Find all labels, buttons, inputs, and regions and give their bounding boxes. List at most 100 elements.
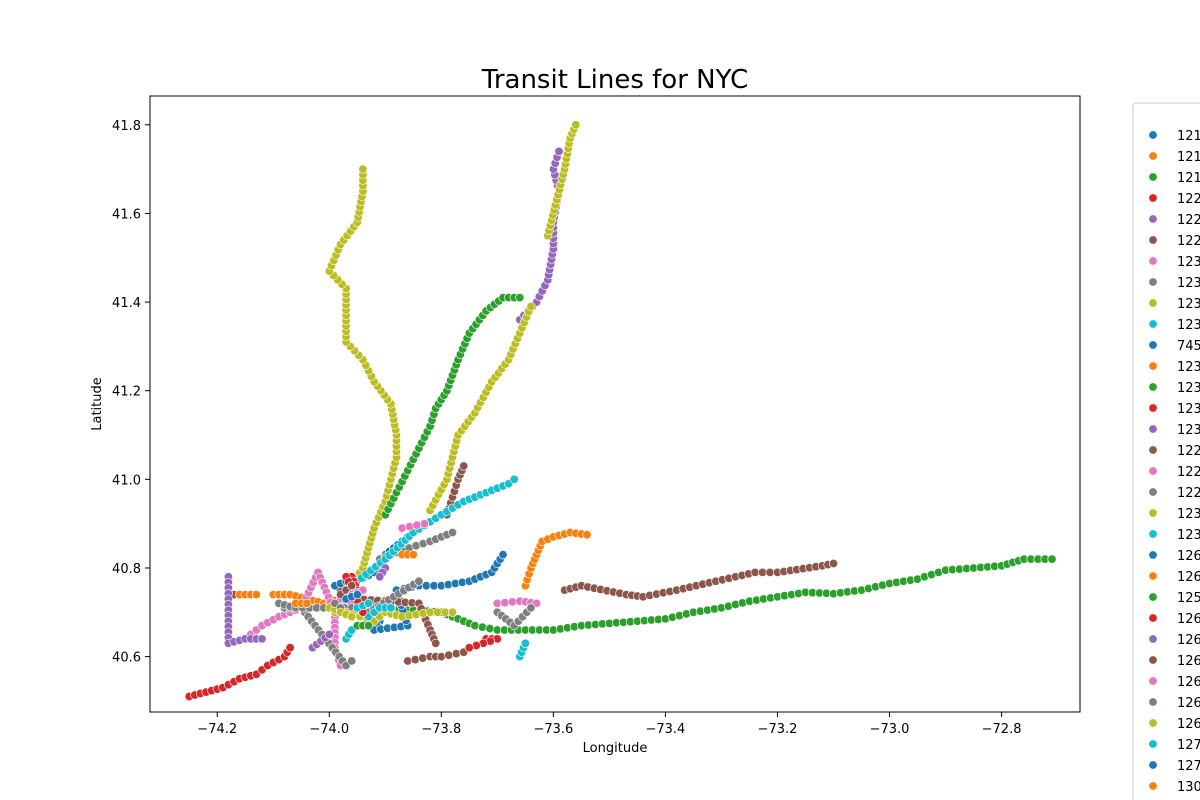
data-point-series-6: [500, 598, 510, 608]
legend-label: 123: [1177, 360, 1200, 375]
legend-marker: [1148, 571, 1158, 581]
x-tick-label: −72.8: [982, 722, 1022, 737]
legend-marker: [1148, 277, 1158, 287]
data-point-series-6: [507, 597, 517, 607]
data-point-series-9: [520, 638, 530, 648]
legend-label: 122: [1177, 465, 1200, 480]
data-point-series-2: [1047, 554, 1057, 564]
x-tick-label: −73.4: [645, 722, 685, 737]
data-point-series-10: [498, 550, 508, 560]
legend-marker: [1148, 214, 1158, 224]
legend-marker: [1148, 529, 1158, 539]
data-point-series-15: [757, 567, 767, 577]
legend-marker: [1148, 319, 1158, 329]
legend-frame: [1132, 102, 1200, 800]
data-point-series-12: [515, 293, 525, 303]
data-point-series-30: [352, 590, 362, 600]
x-tick-label: −73.0: [870, 722, 910, 737]
legend-label: 122: [1177, 213, 1200, 228]
legend-label: 123: [1177, 507, 1200, 522]
data-point-series-18: [433, 607, 443, 617]
legend-label: 126: [1177, 696, 1200, 711]
legend-label: 123: [1177, 423, 1200, 438]
legend-label: 123: [1177, 381, 1200, 396]
legend-label: 121: [1177, 129, 1200, 144]
data-point-series-8: [526, 301, 536, 311]
legend-label: 126: [1177, 570, 1200, 585]
data-point-series-5: [403, 656, 413, 666]
legend-label: 126: [1177, 633, 1200, 648]
legend-label: 122: [1177, 192, 1200, 207]
data-point-series-8: [358, 164, 368, 174]
data-point-series-4: [554, 146, 564, 156]
x-tick-label: −74.0: [309, 722, 349, 737]
data-point-series-5: [418, 653, 428, 663]
data-point-series-7: [447, 527, 457, 537]
legend: 121 121 121 122 122 122 123 123 123 123 745 123 123 1…: [1132, 102, 1200, 800]
x-tick-label: −73.8: [421, 722, 461, 737]
data-point-series-15: [828, 558, 838, 568]
data-point-series-7: [526, 603, 536, 613]
legend-marker: [1148, 361, 1158, 371]
legend-marker: [1148, 634, 1158, 644]
legend-label: 122: [1177, 234, 1200, 249]
data-point-series-15: [765, 567, 775, 577]
legend-label: 123: [1177, 528, 1200, 543]
data-point-series-11: [408, 550, 418, 560]
data-point-series-15: [431, 638, 441, 648]
y-tick-label: 41.8: [112, 119, 141, 134]
data-point-series-7: [347, 656, 357, 666]
data-point-series-19: [386, 603, 396, 613]
legend-label: 126: [1177, 549, 1200, 564]
y-tick-label: 41.4: [112, 296, 141, 311]
legend-label: 122: [1177, 486, 1200, 501]
legend-marker: [1148, 235, 1158, 245]
x-tick-label: −74.2: [197, 722, 237, 737]
chart-title: Transit Lines for NYC: [481, 65, 748, 95]
legend-marker: [1148, 508, 1158, 518]
legend-label: 126: [1177, 717, 1200, 732]
legend-marker: [1148, 550, 1158, 560]
legend-marker: [1148, 676, 1158, 686]
data-point-series-2: [470, 621, 480, 631]
legend-label: 123: [1177, 318, 1200, 333]
legend-marker: [1148, 193, 1158, 203]
legend-marker: [1148, 655, 1158, 665]
data-point-series-2: [477, 622, 487, 632]
data-point-series-18: [447, 607, 457, 617]
plot-frame: [149, 95, 1081, 713]
data-point-series-5: [459, 461, 469, 471]
data-point-series-13: [464, 643, 474, 653]
legend-marker: [1148, 130, 1158, 140]
legend-label: 121: [1177, 171, 1200, 186]
data-point-series-21: [251, 590, 261, 600]
data-point-series-5: [451, 649, 461, 659]
legend-label: 122: [1177, 444, 1200, 459]
legend-marker: [1148, 340, 1158, 350]
legend-marker: [1148, 760, 1158, 770]
legend-label: 123: [1177, 255, 1200, 270]
x-axis-label: Longitude: [583, 741, 648, 756]
data-point-series-24: [257, 634, 267, 644]
data-point-series-16: [405, 522, 415, 532]
data-point-series-2: [485, 623, 495, 633]
legend-marker: [1148, 697, 1158, 707]
data-point-series-11: [582, 530, 592, 540]
legend-label: 130: [1177, 780, 1200, 795]
legend-marker: [1148, 739, 1158, 749]
legend-marker: [1148, 172, 1158, 182]
data-point-series-28: [347, 612, 357, 622]
data-point-series-29: [363, 598, 373, 608]
data-point-series-9: [509, 474, 519, 484]
data-point-series-17: [414, 576, 424, 586]
data-point-series-16: [397, 523, 407, 533]
y-axis: 40.6 40.8 41.0 41.2 41.4 41.6 41.8: [112, 119, 150, 666]
legend-label: 121: [1177, 150, 1200, 165]
legend-label: 125: [1177, 591, 1200, 606]
legend-marker: [1148, 151, 1158, 161]
legend-label: 123: [1177, 297, 1200, 312]
legend-marker: [1148, 445, 1158, 455]
data-point-series-14: [324, 629, 334, 639]
legend-marker: [1148, 382, 1158, 392]
